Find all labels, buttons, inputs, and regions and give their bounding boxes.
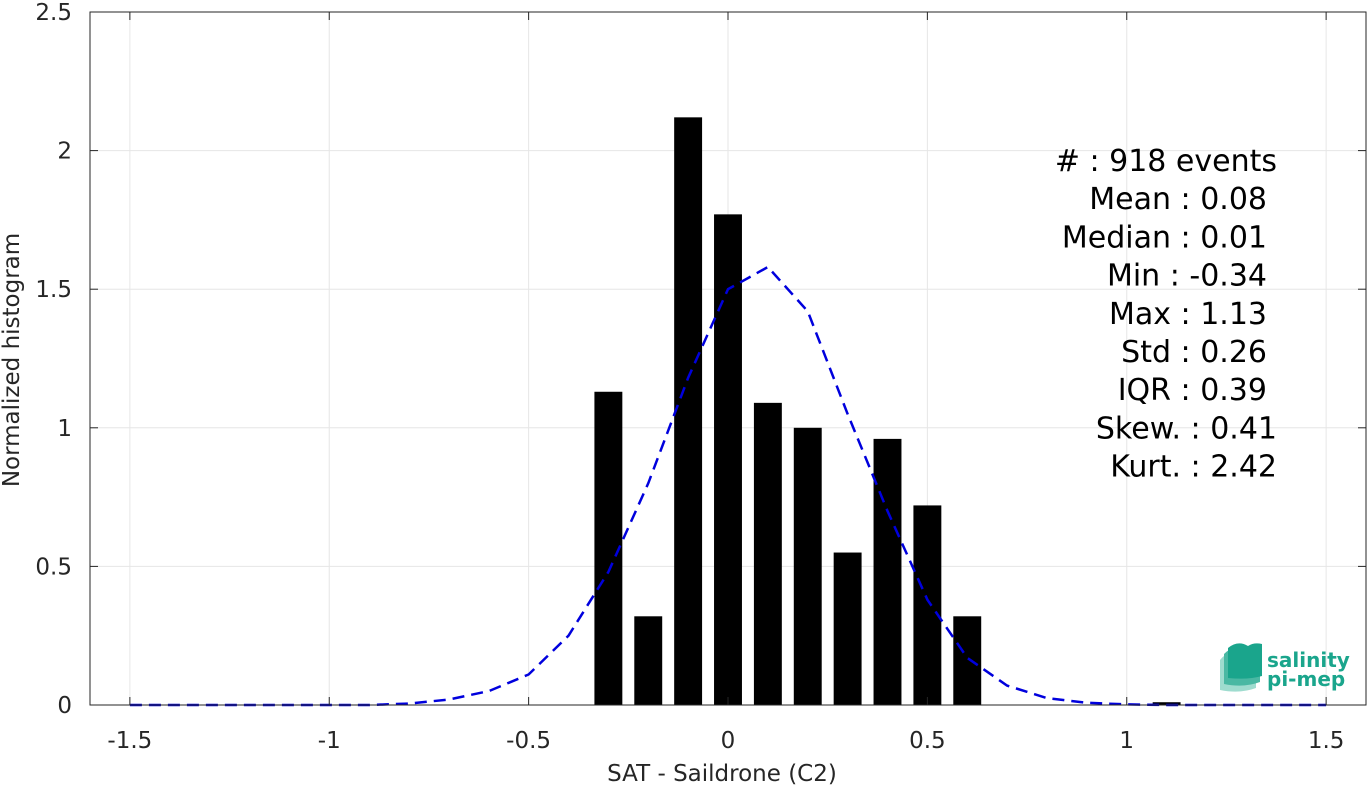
histogram-bar — [753, 402, 782, 705]
y-tick-label: 2.5 — [35, 0, 72, 26]
y-tick-label: 1 — [57, 416, 72, 442]
x-axis-label: SAT - Saildrone (C2) — [607, 761, 837, 785]
y-tick-label: 1.5 — [35, 277, 72, 303]
y-tick-label: 0.5 — [35, 554, 72, 580]
x-tick-label: -1.5 — [107, 728, 152, 754]
stats-line: # : 918 events — [1055, 144, 1277, 179]
stats-line: Min : -0.34 — [1107, 259, 1267, 294]
histogram-bar — [953, 616, 982, 705]
histogram-bar — [634, 616, 663, 705]
logo-text-line2: pi-mep — [1267, 667, 1345, 691]
stats-line: Kurt. : 2.42 — [1110, 450, 1277, 485]
x-axis-ticks: -1.5 -1 -0.5 0 0.5 1 1.5 — [107, 12, 1344, 754]
x-tick-label: 1 — [1119, 728, 1134, 754]
stats-line: Max : 1.13 — [1109, 297, 1267, 332]
logo-text-line1: salinity — [1267, 648, 1350, 672]
histogram-bar — [833, 552, 862, 705]
y-tick-label: 2 — [57, 139, 72, 165]
x-tick-label: -0.5 — [506, 728, 551, 754]
histogram-bar — [674, 117, 703, 705]
x-tick-label: -1 — [318, 728, 341, 754]
histogram-bar — [714, 214, 742, 705]
stats-line: Skew. : 0.41 — [1096, 411, 1277, 446]
histogram-bar — [913, 505, 942, 705]
salinity-pi-mep-logo: salinity pi-mep — [1220, 643, 1350, 692]
x-tick-label: 1.5 — [1308, 728, 1345, 754]
y-axis-label: Normalized histogram — [0, 233, 25, 487]
histogram-bar — [793, 427, 822, 705]
stats-line: Median : 0.01 — [1062, 220, 1267, 255]
histogram-bar — [1152, 702, 1181, 705]
histogram-bars — [594, 117, 1181, 705]
wave-logo-icon — [1220, 643, 1262, 692]
x-tick-label: 0.5 — [909, 728, 946, 754]
y-tick-label: 0 — [57, 693, 72, 719]
stats-line: IQR : 0.39 — [1118, 373, 1267, 408]
histogram-bar — [873, 438, 902, 705]
x-tick-label: 0 — [721, 728, 736, 754]
y-axis-ticks: 0 0.5 1 1.5 2 2.5 — [35, 0, 1366, 719]
stats-line: Std : 0.26 — [1121, 335, 1267, 370]
stats-line: Mean : 0.08 — [1089, 182, 1267, 217]
